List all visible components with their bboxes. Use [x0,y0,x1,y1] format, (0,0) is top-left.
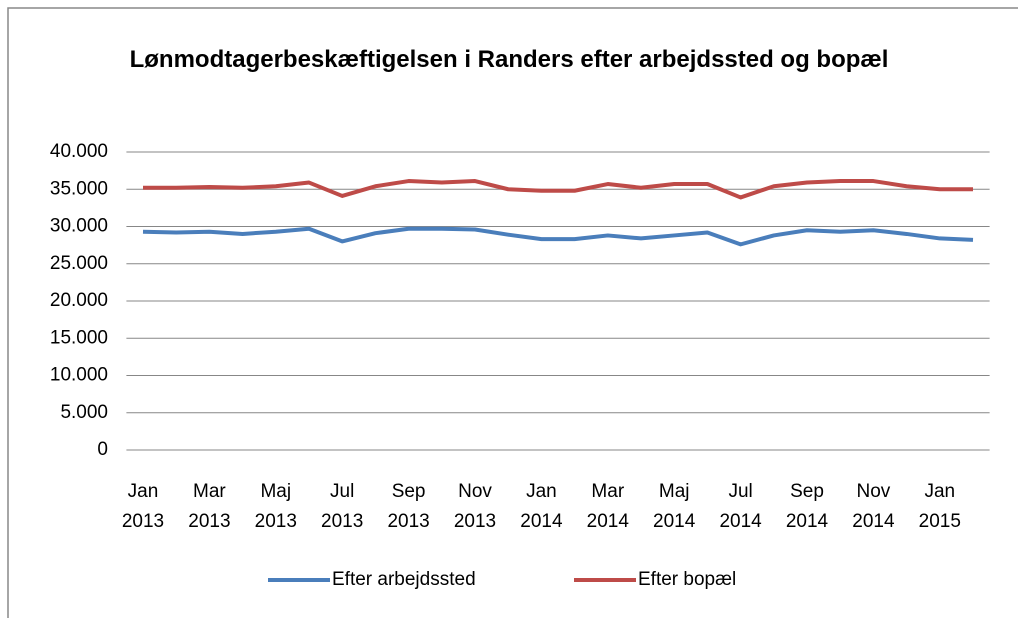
x-tick-label-line: Maj [260,481,291,502]
x-tick-label: Nov 2014 [852,481,895,532]
y-tick-label: 40.000 [50,141,108,162]
x-tick-label-line: Mar [193,481,226,502]
x-tick-label-line: Jul [330,481,354,502]
y-tick-label: 0 [97,439,108,460]
chart-title: Lønmodtagerbeskæftigelsen i Randers efte… [129,46,889,73]
y-tick-label: 10.000 [50,365,108,386]
x-tick-label-line: Sep [790,481,824,502]
x-tick-label: Sep 2013 [387,481,429,532]
x-tick-label-line: Jul [728,481,752,502]
x-tick-label-line: Sep [392,481,426,502]
x-tick-label-line: Nov [458,481,492,502]
y-tick-label: 5.000 [60,402,108,423]
y-tick-label: 35.000 [50,178,108,199]
x-tick-label-line: Jan [526,481,557,502]
x-tick-label-line: 2013 [188,511,230,532]
y-tick-label: 30.000 [50,216,108,237]
x-tick-label-line: 2014 [786,511,829,532]
x-tick-label-line: Jan [128,481,159,502]
x-tick-label: Maj 2013 [255,481,297,532]
legend-label: Efter arbejdssted [332,569,476,590]
x-tick-label-line: 2014 [520,511,563,532]
x-tick-label: Mar 2013 [188,481,230,532]
x-tick-label-line: 2015 [919,511,961,532]
x-tick-label-line: 2014 [653,511,696,532]
x-tick-label: Jan 2013 [122,481,164,532]
x-tick-label: Maj 2014 [653,481,696,532]
x-tick-label-line: 2013 [387,511,429,532]
x-tick-label-line: Maj [659,481,690,502]
x-tick-label-line: Jan [924,481,955,502]
x-tick-label-line: 2013 [255,511,297,532]
x-tick-label-line: 2013 [122,511,164,532]
x-tick-label-line: 2013 [454,511,496,532]
y-tick-label: 20.000 [50,290,108,311]
x-tick-label-line: 2013 [321,511,363,532]
x-tick-label: Nov 2013 [454,481,496,532]
x-tick-label: Jan 2014 [520,481,563,532]
x-tick-label: Jul 2014 [719,481,762,532]
x-tick-label-line: 2014 [719,511,762,532]
x-tick-label-line: 2014 [852,511,895,532]
x-tick-label-line: 2014 [587,511,630,532]
y-tick-label: 15.000 [50,327,108,348]
series-line [143,179,973,200]
series-line [142,226,974,247]
x-tick-label: Sep 2014 [786,481,829,532]
x-tick-label-line: Mar [591,481,624,502]
y-tick-label: 25.000 [50,253,108,274]
x-tick-label: Jan 2015 [919,481,961,532]
x-tick-label: Mar 2014 [587,481,630,532]
chart-border [7,7,1018,618]
x-tick-label-line: Nov [857,481,891,502]
legend-label: Efter bopæl [638,569,736,590]
x-tick-label: Jul 2013 [321,481,363,532]
